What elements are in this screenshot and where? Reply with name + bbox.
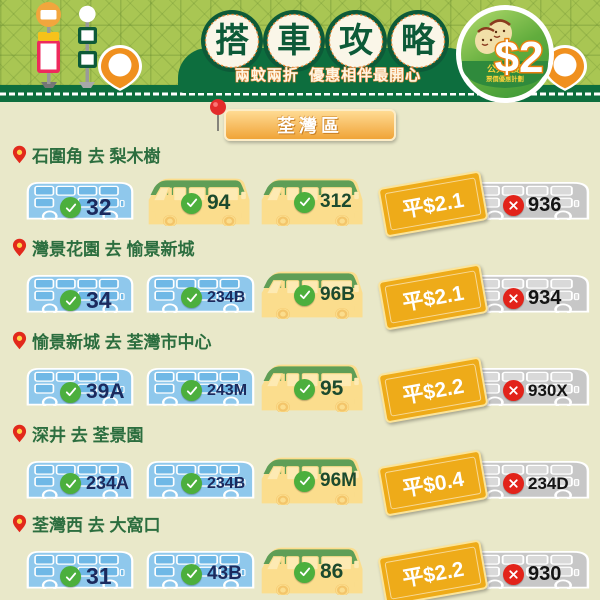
svg-text:$2: $2 bbox=[495, 33, 544, 82]
svg-text:車: 車 bbox=[277, 22, 311, 60]
svg-text:搭: 搭 bbox=[215, 22, 249, 60]
svg-text:攻: 攻 bbox=[339, 22, 374, 60]
svg-text:略: 略 bbox=[401, 22, 436, 60]
